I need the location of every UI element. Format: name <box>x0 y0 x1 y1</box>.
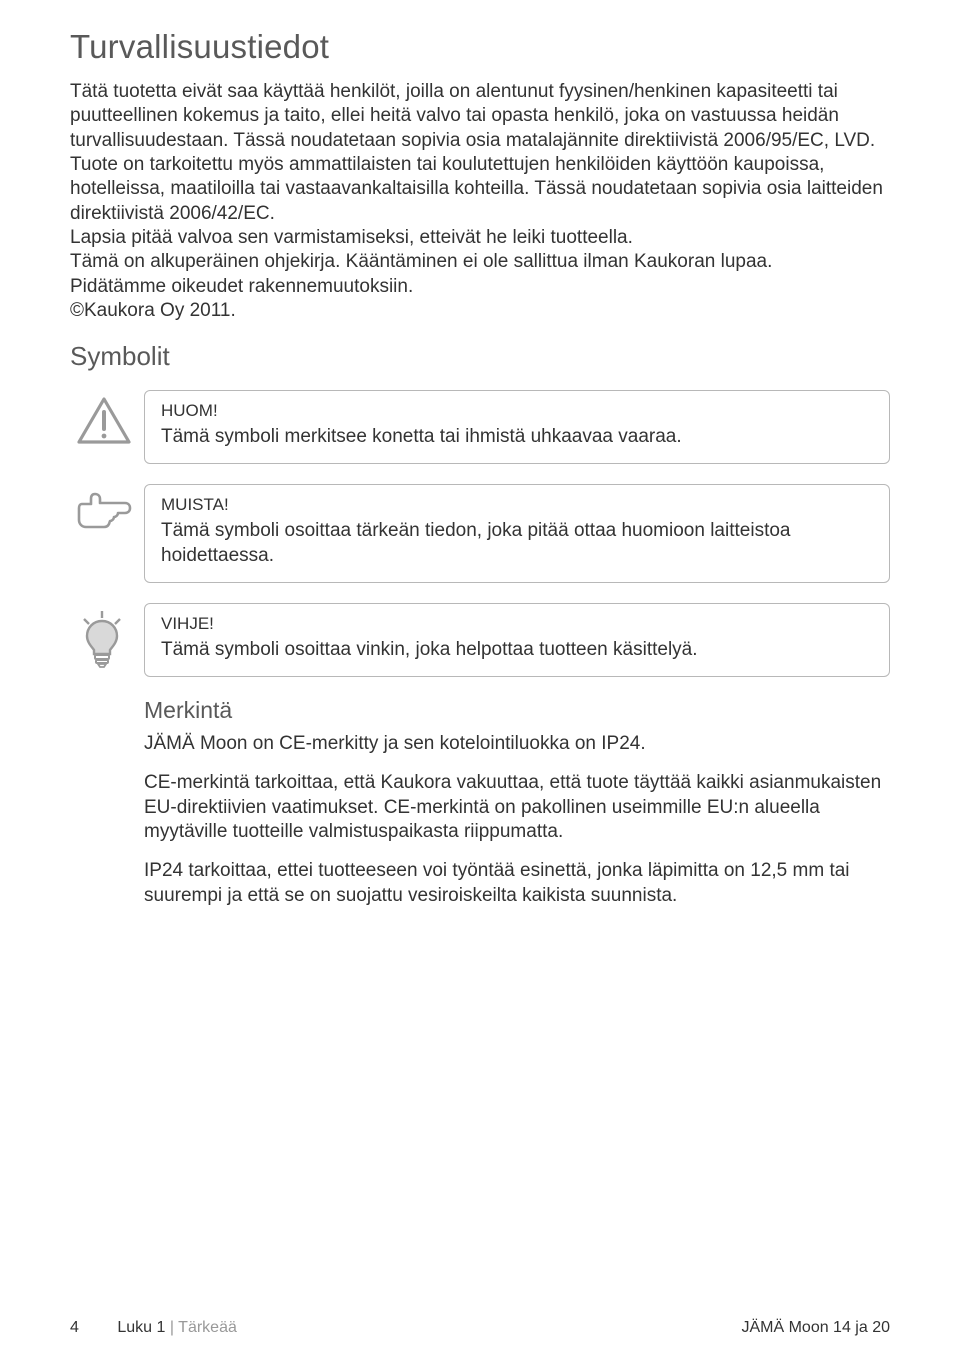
callout-text: Tämä symboli osoittaa tärkeän tiedon, jo… <box>161 519 873 568</box>
callout-box: HUOM! Tämä symboli merkitsee konetta tai… <box>144 390 890 464</box>
warning-triangle-icon <box>70 390 144 446</box>
body-paragraph: Pidätämme oikeudet rakennemuutoksiin. <box>70 275 890 299</box>
callout-box: VIHJE! Tämä symboli osoittaa vinkin, jok… <box>144 603 890 677</box>
lightbulb-icon <box>70 603 144 669</box>
footer-left: 4 Luku 1 | Tärkeää <box>70 1319 237 1337</box>
marking-paragraph: CE-merkintä tarkoittaa, että Kaukora vak… <box>144 771 890 845</box>
callout-text: Tämä symboli merkitsee konetta tai ihmis… <box>161 425 873 449</box>
callout-label: HUOM! <box>161 401 873 421</box>
body-paragraph: Tämä on alkuperäinen ohjekirja. Kääntämi… <box>70 250 890 274</box>
page-footer: 4 Luku 1 | Tärkeää JÄMÄ Moon 14 ja 20 <box>0 1319 960 1337</box>
page-title: Turvallisuustiedot <box>70 28 890 66</box>
callout-label: MUISTA! <box>161 495 873 515</box>
document-page: Turvallisuustiedot Tätä tuotetta eivät s… <box>0 0 960 909</box>
pointing-hand-icon <box>70 484 144 532</box>
chapter-title: Tärkeää <box>178 1319 237 1336</box>
symbols-heading: Symbolit <box>70 341 890 372</box>
marking-paragraph: IP24 tarkoittaa, ettei tuotteeseen voi t… <box>144 859 890 908</box>
callout-box: MUISTA! Tämä symboli osoittaa tärkeän ti… <box>144 484 890 583</box>
body-paragraph: Tätä tuotetta eivät saa käyttää henkilöt… <box>70 80 890 226</box>
callout-label: VIHJE! <box>161 614 873 634</box>
body-paragraph: ©Kaukora Oy 2011. <box>70 299 890 323</box>
callout-vihje: VIHJE! Tämä symboli osoittaa vinkin, jok… <box>70 603 890 677</box>
callout-text: Tämä symboli osoittaa vinkin, joka helpo… <box>161 638 873 662</box>
chapter-sep: | <box>165 1319 178 1336</box>
callout-muista: MUISTA! Tämä symboli osoittaa tärkeän ti… <box>70 484 890 583</box>
callout-huom: HUOM! Tämä symboli merkitsee konetta tai… <box>70 390 890 464</box>
page-number: 4 <box>70 1319 79 1336</box>
marking-paragraph: JÄMÄ Moon on CE-merkitty ja sen koteloin… <box>144 732 890 757</box>
marking-section: Merkintä JÄMÄ Moon on CE-merkitty ja sen… <box>144 697 890 908</box>
marking-heading: Merkintä <box>144 697 890 724</box>
footer-right: JÄMÄ Moon 14 ja 20 <box>741 1319 890 1337</box>
body-paragraph: Lapsia pitää valvoa sen varmistamiseksi,… <box>70 226 890 250</box>
safety-body-text: Tätä tuotetta eivät saa käyttää henkilöt… <box>70 80 890 323</box>
chapter-prefix: Luku 1 <box>117 1319 165 1336</box>
